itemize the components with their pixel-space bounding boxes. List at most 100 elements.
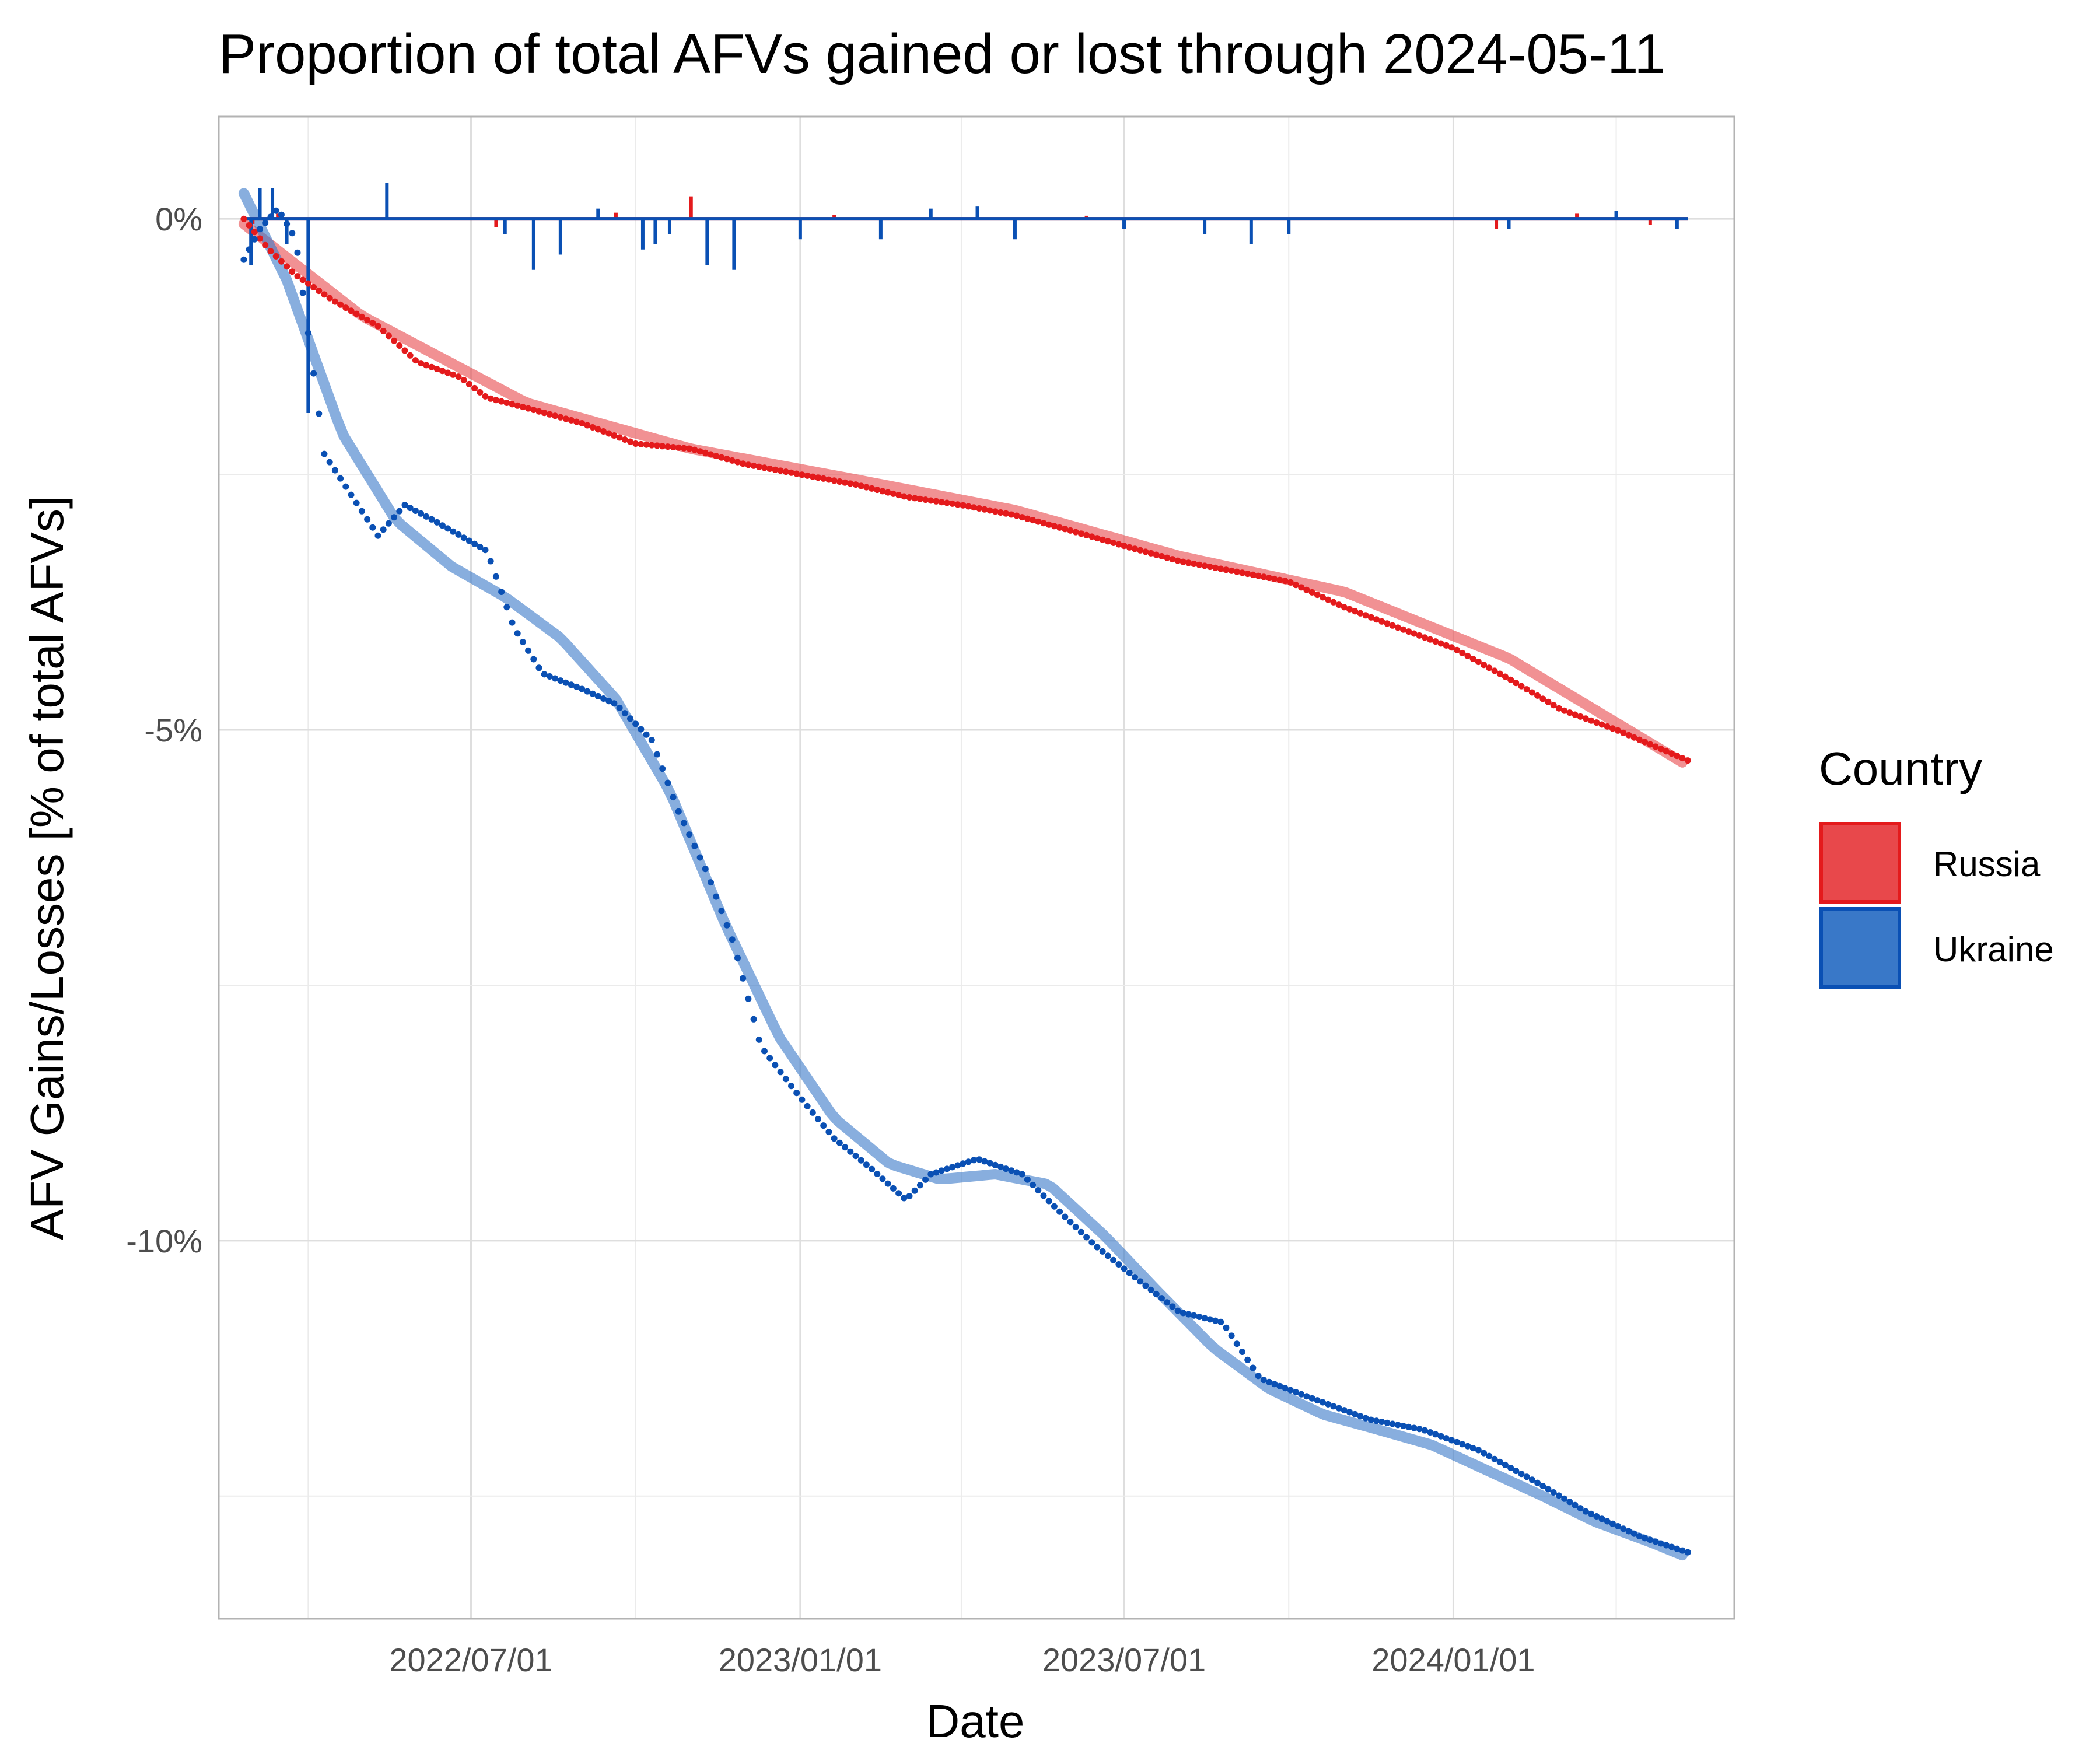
cumulative-point-ukraine <box>240 256 247 263</box>
cumulative-point-ukraine <box>1180 1310 1186 1317</box>
cumulative-point-ukraine <box>970 1157 977 1164</box>
cumulative-point-ukraine <box>1255 1373 1262 1380</box>
cumulative-point-ukraine <box>251 236 258 243</box>
cumulative-point-russia <box>272 253 279 260</box>
cumulative-point-russia <box>418 360 425 367</box>
cumulative-point-russia <box>750 462 757 469</box>
cumulative-point-ukraine <box>1566 1499 1573 1506</box>
cumulative-point-ukraine <box>981 1158 988 1165</box>
legend-title: Country <box>1819 743 1982 794</box>
cumulative-point-russia <box>1464 652 1471 659</box>
cumulative-point-ukraine <box>938 1167 945 1174</box>
cumulative-point-ukraine <box>863 1161 870 1168</box>
cumulative-point-ukraine <box>1228 1332 1235 1339</box>
cumulative-point-ukraine <box>750 1016 757 1023</box>
cumulative-point-ukraine <box>552 675 559 682</box>
cumulative-point-ukraine <box>439 522 446 529</box>
cumulative-point-ukraine <box>691 842 698 849</box>
cumulative-point-russia <box>374 323 382 330</box>
cumulative-point-ukraine <box>1657 1540 1664 1547</box>
cumulative-point-ukraine <box>1147 1286 1154 1293</box>
cumulative-point-russia <box>1550 702 1557 709</box>
y-tick-label: -5% <box>144 712 202 748</box>
cumulative-point-ukraine <box>1008 1167 1015 1174</box>
cumulative-point-russia <box>713 453 720 460</box>
cumulative-point-ukraine <box>670 794 677 801</box>
cumulative-point-russia <box>895 492 902 499</box>
cumulative-point-ukraine <box>1325 1401 1332 1408</box>
cumulative-point-ukraine <box>466 537 473 544</box>
cumulative-point-ukraine <box>272 207 279 214</box>
cumulative-point-ukraine <box>284 220 290 228</box>
cumulative-point-ukraine <box>1003 1166 1010 1172</box>
cumulative-point-ukraine <box>1293 1389 1299 1396</box>
cumulative-point-ukraine <box>842 1144 849 1151</box>
cumulative-point-ukraine <box>1502 1461 1508 1468</box>
cumulative-point-ukraine <box>364 516 371 523</box>
cumulative-point-ukraine <box>1389 1420 1396 1427</box>
cumulative-point-ukraine <box>1233 1340 1240 1348</box>
cumulative-point-russia <box>246 222 253 229</box>
cumulative-point-ukraine <box>1346 1409 1353 1416</box>
cumulative-point-ukraine <box>1191 1312 1198 1319</box>
cumulative-point-russia <box>423 362 430 369</box>
cumulative-point-ukraine <box>487 558 494 565</box>
cumulative-point-russia <box>874 487 881 494</box>
cumulative-point-ukraine <box>766 1055 774 1062</box>
x-axis-title: Date <box>926 1695 1025 1747</box>
cumulative-point-russia <box>1352 608 1359 615</box>
cumulative-point-ukraine <box>976 1156 983 1163</box>
x-tick-label: 2023/01/01 <box>719 1642 882 1678</box>
cumulative-point-ukraine <box>782 1076 789 1083</box>
cumulative-point-ukraine <box>299 289 306 296</box>
cumulative-point-russia <box>321 291 328 298</box>
cumulative-point-russia <box>675 444 682 451</box>
cumulative-point-russia <box>536 408 542 415</box>
cumulative-point-ukraine <box>1104 1252 1111 1259</box>
cumulative-point-ukraine <box>1454 1438 1461 1446</box>
cumulative-point-russia <box>240 215 247 222</box>
cumulative-point-russia <box>1217 565 1224 572</box>
cumulative-point-russia <box>916 495 923 502</box>
cumulative-point-ukraine <box>831 1135 838 1142</box>
cumulative-point-ukraine <box>1030 1181 1037 1188</box>
cumulative-point-ukraine <box>1201 1315 1208 1322</box>
cumulative-point-russia <box>1630 734 1637 741</box>
cumulative-point-ukraine <box>278 211 285 218</box>
cumulative-point-ukraine <box>444 525 452 532</box>
cumulative-point-russia <box>573 418 580 425</box>
cumulative-point-russia <box>1056 524 1063 531</box>
legend-label-russia: Russia <box>1933 845 2041 884</box>
cumulative-point-russia <box>1153 551 1160 558</box>
cumulative-point-ukraine <box>820 1122 827 1129</box>
cumulative-point-ukraine <box>1126 1269 1133 1276</box>
cumulative-point-russia <box>686 445 693 452</box>
cumulative-point-ukraine <box>1094 1244 1101 1251</box>
cumulative-point-ukraine <box>1083 1234 1090 1241</box>
cumulative-point-ukraine <box>1239 1349 1245 1355</box>
cumulative-point-ukraine <box>1674 1545 1681 1552</box>
cumulative-point-ukraine <box>503 604 510 611</box>
y-tick-label: 0% <box>155 201 202 237</box>
cumulative-point-ukraine <box>686 831 693 838</box>
cumulative-point-ukraine <box>916 1182 923 1189</box>
cumulative-point-russia <box>696 448 704 455</box>
smooth-trend-ukraine <box>238 188 1688 1561</box>
cumulative-point-ukraine <box>992 1161 999 1168</box>
cumulative-point-russia <box>455 373 462 380</box>
legend: Country Russia Ukraine <box>1819 743 2054 989</box>
cumulative-point-russia <box>1201 562 1208 569</box>
cumulative-point-ukraine <box>1410 1424 1418 1432</box>
cumulative-point-russia <box>1340 604 1348 611</box>
cumulative-point-ukraine <box>337 475 344 482</box>
cumulative-point-russia <box>611 432 618 439</box>
legend-key-ukraine <box>1819 907 1901 989</box>
cumulative-point-ukraine <box>1496 1458 1503 1465</box>
cumulative-point-ukraine <box>1169 1303 1176 1310</box>
cumulative-point-russia <box>1421 634 1428 641</box>
cumulative-point-ukraine <box>702 866 709 873</box>
cumulative-point-ukraine <box>643 731 650 738</box>
cumulative-point-ukraine <box>664 779 671 786</box>
cumulative-point-ukraine <box>713 893 720 900</box>
cumulative-point-ukraine <box>584 688 591 695</box>
